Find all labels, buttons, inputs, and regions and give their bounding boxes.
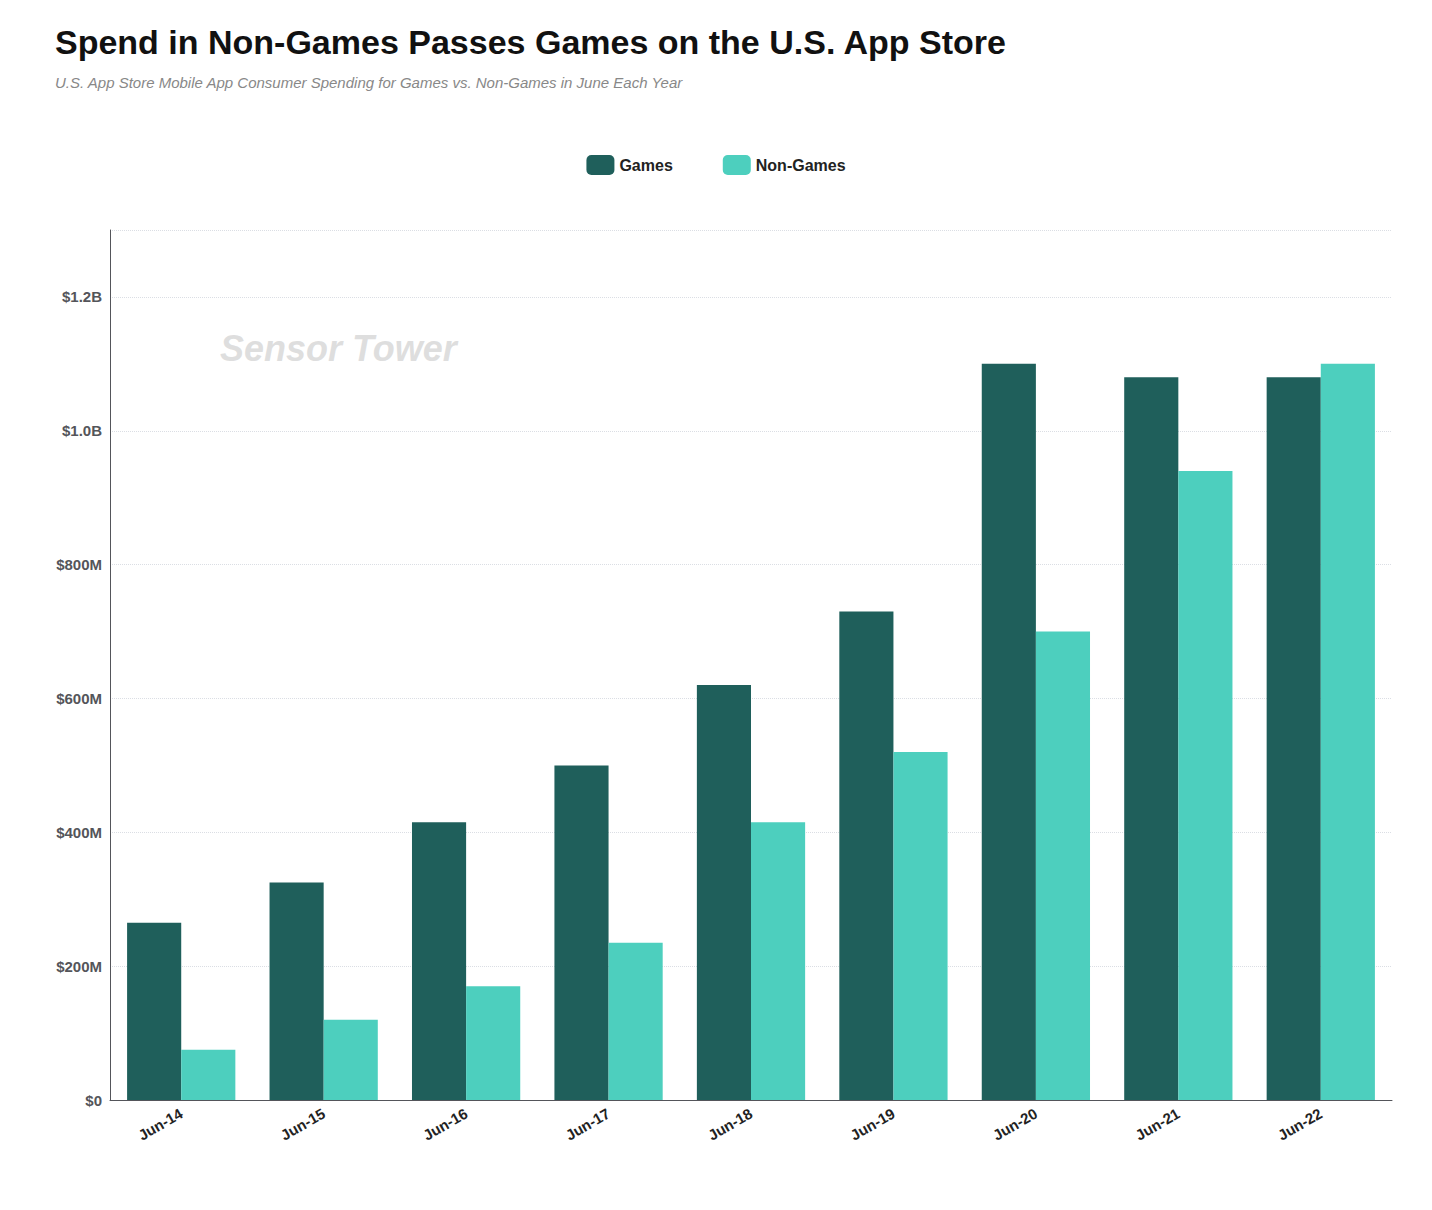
svg-text:$800M: $800M: [56, 556, 102, 573]
svg-text:Jun-21: Jun-21: [1132, 1105, 1182, 1144]
svg-text:$400M: $400M: [56, 824, 102, 841]
svg-text:Sensor Tower: Sensor Tower: [220, 328, 459, 369]
svg-text:Games: Games: [619, 157, 672, 174]
svg-text:Jun-18: Jun-18: [705, 1105, 755, 1144]
svg-text:Jun-17: Jun-17: [562, 1105, 612, 1144]
svg-text:Jun-16: Jun-16: [420, 1105, 470, 1144]
svg-text:$0: $0: [85, 1092, 102, 1109]
svg-text:Jun-22: Jun-22: [1275, 1105, 1325, 1144]
svg-text:Spend in Non-Games Passes Game: Spend in Non-Games Passes Games on the U…: [55, 23, 1006, 61]
svg-text:Jun-15: Jun-15: [278, 1105, 328, 1144]
svg-text:$1.2B: $1.2B: [62, 288, 102, 305]
svg-text:U.S. App Store Mobile App Cons: U.S. App Store Mobile App Consumer Spend…: [55, 74, 683, 91]
svg-text:Non-Games: Non-Games: [756, 157, 846, 174]
svg-text:Jun-14: Jun-14: [135, 1104, 186, 1143]
svg-text:$600M: $600M: [56, 690, 102, 707]
svg-text:$200M: $200M: [56, 958, 102, 975]
svg-text:Jun-19: Jun-19: [847, 1105, 897, 1144]
svg-text:$1.0B: $1.0B: [62, 422, 102, 439]
svg-text:Jun-20: Jun-20: [990, 1105, 1040, 1144]
